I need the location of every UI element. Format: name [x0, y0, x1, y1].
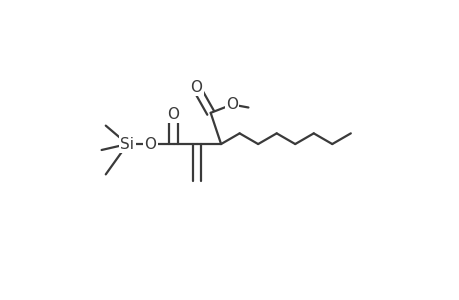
Text: O: O	[144, 136, 156, 152]
Text: O: O	[190, 80, 202, 95]
Text: O: O	[225, 97, 238, 112]
Text: O: O	[167, 107, 179, 122]
Text: Si: Si	[120, 136, 134, 152]
